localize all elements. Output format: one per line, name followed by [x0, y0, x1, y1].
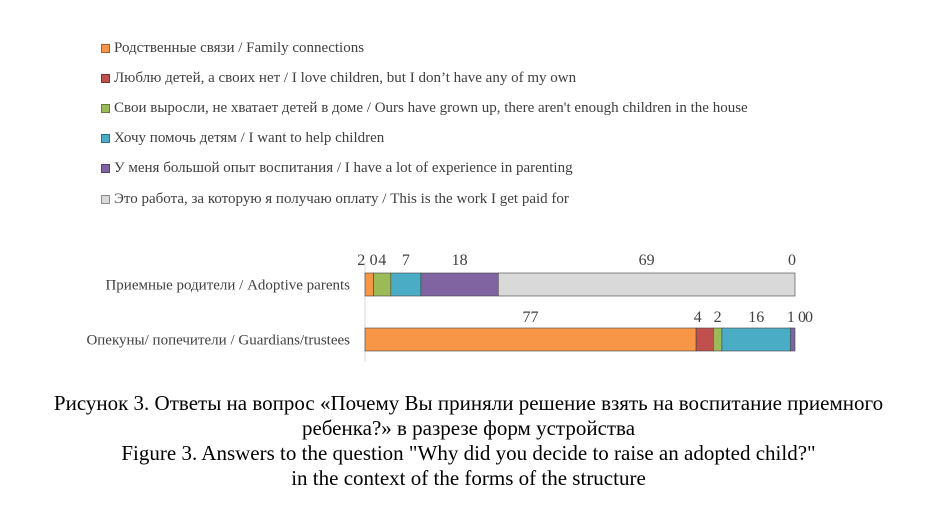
legend-item: Хочу помочь детям / I want to help child…	[101, 124, 921, 154]
category-label: Приемные родители / Adoptive parents	[105, 278, 350, 294]
data-label: 0	[798, 309, 806, 326]
caption-line-4: in the context of the forms of the struc…	[291, 466, 646, 490]
legend-item: Это работа, за которую я получаю оплату …	[101, 184, 921, 214]
bar-segment	[364, 327, 697, 352]
bar-segment	[695, 327, 714, 352]
data-label: 2	[714, 309, 722, 326]
caption-line-1: Рисунок 3. Ответы на вопрос «Почему Вы п…	[53, 391, 884, 415]
data-label: 18	[452, 252, 468, 269]
legend-label: Хочу помочь детям / I want to help child…	[114, 130, 385, 147]
legend-item: Люблю детей, а своих нет / I love childr…	[101, 63, 921, 93]
legend-label: Люблю детей, а своих нет / I love childr…	[114, 69, 577, 86]
data-label: 2	[357, 252, 365, 269]
data-label: 69	[639, 252, 655, 269]
legend-label: Это работа, за которую я получаю оплату …	[114, 190, 569, 207]
legend-swatch	[101, 73, 110, 83]
legend-label: Родственные связи / Family connections	[114, 39, 365, 56]
figure-caption: Рисунок 3. Ответы на вопрос «Почему Вы п…	[0, 391, 937, 491]
bar-segment	[712, 327, 723, 352]
bar-segment	[373, 272, 392, 297]
caption-line-2: ребенка?» в разрезе форм устройства	[301, 416, 636, 440]
data-label: 0	[805, 309, 813, 326]
data-label: 0	[788, 252, 796, 269]
data-label: 16	[748, 309, 764, 326]
legend-swatch	[101, 194, 110, 204]
legend-swatch	[101, 43, 110, 53]
data-label: 77	[523, 309, 539, 326]
bar-segment	[721, 327, 792, 352]
data-label: 4	[378, 252, 386, 269]
legend-item: Родственные связи / Family connections	[101, 33, 921, 63]
chart-legend: Родственные связи / Family connections Лю…	[101, 33, 921, 214]
legend-label: У меня большой опыт воспитания / I have …	[114, 160, 573, 177]
data-label: 1	[787, 309, 795, 326]
data-label: 4	[694, 309, 702, 326]
category-label: Опекуны/ попечители / Guardians/trustees	[86, 333, 350, 349]
caption-line-3: Figure 3. Answers to the question "Why d…	[121, 441, 816, 465]
bar-segment	[364, 272, 374, 297]
data-label: 7	[402, 252, 410, 269]
legend-label: Свои выросли, не хватает детей в доме / …	[114, 99, 748, 116]
bar-segment	[390, 272, 422, 297]
legend-item: Свои выросли, не хватает детей в доме / …	[101, 93, 921, 123]
bar-segment	[790, 327, 796, 352]
data-label: 0	[370, 252, 378, 269]
legend-swatch	[101, 134, 110, 144]
bar-segment	[420, 272, 499, 297]
legend-swatch	[101, 103, 110, 113]
legend-item: У меня большой опыт воспитания / I have …	[101, 154, 921, 184]
legend-swatch	[101, 164, 110, 174]
bar-segment	[497, 272, 796, 297]
